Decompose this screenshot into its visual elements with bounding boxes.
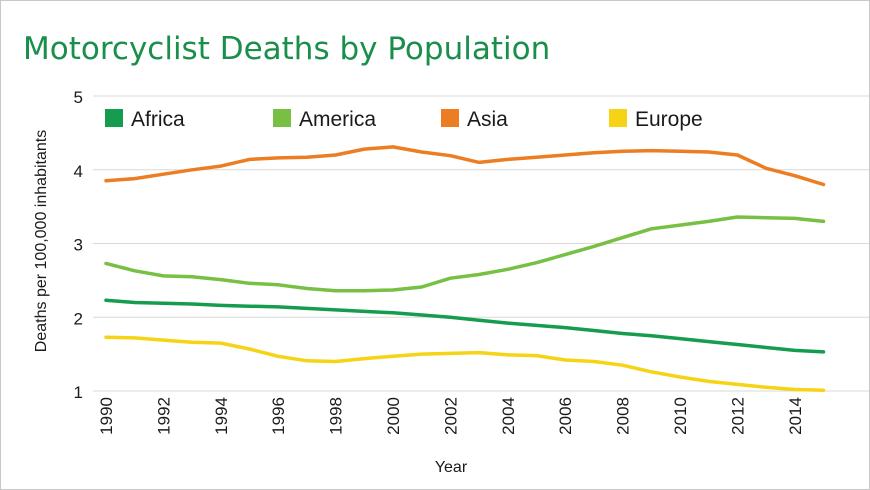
x-tick-label: 2002	[441, 397, 460, 435]
x-tick-label: 1994	[212, 397, 231, 435]
series-line-europe	[104, 335, 826, 393]
series-lines	[104, 145, 826, 393]
legend-label-asia: Asia	[467, 108, 508, 131]
gridlines	[93, 95, 869, 392]
x-axis-title: Year	[435, 459, 468, 476]
y-tick-label: 4	[74, 162, 83, 181]
series-line-africa	[104, 298, 826, 354]
y-tick-label: 2	[74, 309, 83, 328]
x-tick-label: 2000	[384, 397, 403, 435]
y-tick-label: 5	[74, 88, 83, 107]
x-tick-label: 2014	[786, 397, 805, 435]
x-tick-label: 1996	[269, 397, 288, 435]
legend-swatch-africa	[105, 109, 123, 127]
y-tick-label: 1	[74, 383, 83, 402]
legend-label-america: America	[299, 108, 376, 131]
legend: Africa America Asia Europe	[105, 108, 703, 131]
series-line-asia	[104, 145, 826, 187]
legend-label-europe: Europe	[635, 108, 703, 131]
x-tick-label: 1998	[327, 397, 346, 435]
chart-title: Motorcyclist Deaths by Population	[23, 31, 550, 67]
x-axis-ticks: 1990 1992 1994 1996 1998 2000 2002 2004 2006 2008…	[97, 397, 805, 435]
legend-swatch-america	[273, 109, 291, 127]
x-tick-label: 2012	[728, 397, 747, 435]
x-tick-label: 2010	[671, 397, 690, 435]
y-axis-title: Deaths per 100,000 inhabitants	[33, 130, 50, 352]
x-tick-label: 1990	[97, 397, 116, 435]
x-tick-label: 2006	[556, 397, 575, 435]
legend-swatch-europe	[609, 109, 627, 127]
x-tick-label: 2008	[614, 397, 633, 435]
legend-swatch-asia	[441, 109, 459, 127]
y-axis-ticks: 1 2 3 4 5	[74, 88, 83, 402]
x-tick-label: 1992	[154, 397, 173, 435]
y-tick-label: 3	[74, 236, 83, 255]
legend-label-africa: Africa	[131, 108, 185, 131]
series-line-america	[104, 215, 826, 293]
x-tick-label: 2004	[499, 397, 518, 435]
